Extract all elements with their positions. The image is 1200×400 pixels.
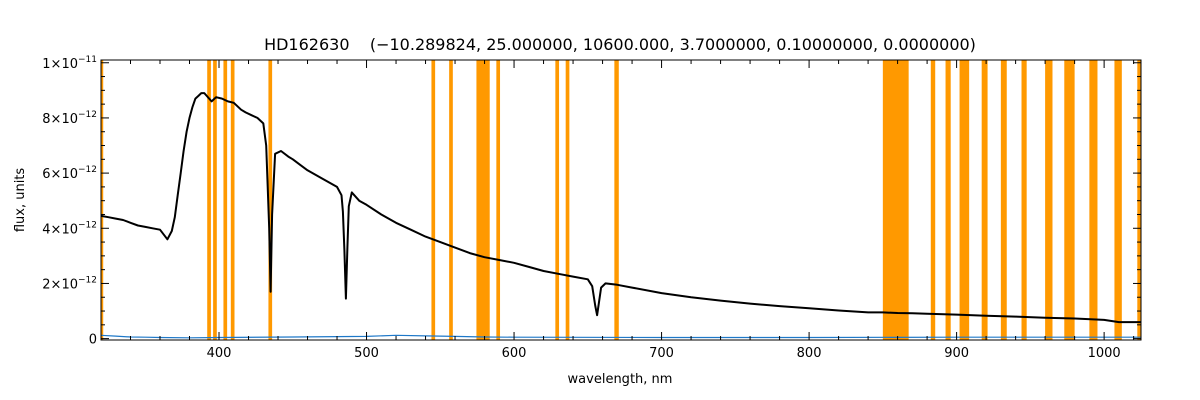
- x-tick-label: 1000: [1088, 346, 1121, 361]
- y-tick-label: 0: [89, 333, 97, 348]
- masked-region-5: [268, 60, 273, 340]
- masked-region-24: [1137, 60, 1141, 340]
- masked-region-19: [1021, 60, 1027, 340]
- masked-region-21: [1064, 60, 1075, 340]
- masked-region-13: [882, 60, 909, 340]
- masked-region-9: [496, 60, 501, 340]
- masked-region-2: [213, 60, 217, 340]
- y-tick-label: 4×10−12: [42, 220, 97, 237]
- masked-region-7: [449, 60, 453, 340]
- y-tick-label: 2×10−12: [42, 275, 97, 292]
- y-tick-label: 1×10−11: [42, 55, 97, 72]
- masked-region-8: [476, 60, 490, 340]
- chart-title: HD162630 (−10.289824, 25.000000, 10600.0…: [264, 35, 976, 54]
- masked-region-1: [207, 60, 211, 340]
- masked-region-22: [1089, 60, 1098, 340]
- masked-region-11: [565, 60, 570, 340]
- masked-region-17: [981, 60, 988, 340]
- masked-region-12: [614, 60, 619, 340]
- x-tick-label: 400: [207, 346, 232, 361]
- masked-region-14: [930, 60, 936, 340]
- masked-region-15: [945, 60, 951, 340]
- masked-region-10: [555, 60, 560, 340]
- masked-region-6: [431, 60, 436, 340]
- masked-region-20: [1045, 60, 1053, 340]
- masked-region-0: [101, 60, 104, 340]
- x-tick-label: 700: [649, 346, 674, 361]
- masked-region-4: [230, 60, 235, 340]
- x-tick-label: 600: [502, 346, 527, 361]
- masked-region-23: [1114, 60, 1122, 340]
- y-axis: 0 2×10−12 4×10−12 6×10−12 8×10−12 1×10−11: [42, 55, 1141, 348]
- y-tick-label: 6×10−12: [42, 165, 97, 182]
- x-axis-label: wavelength, nm: [568, 372, 673, 387]
- plot-frame: [100, 59, 1142, 341]
- x-tick-label: 500: [354, 346, 379, 361]
- masked-region-18: [1000, 60, 1007, 340]
- flux-series-line: [100, 92, 1141, 324]
- x-tick-label: 800: [797, 346, 822, 361]
- x-tick-label: 900: [944, 346, 969, 361]
- y-tick-label: 8×10−12: [42, 110, 97, 127]
- x-axis: 400 500 600 700 800 900 1000: [100, 60, 1135, 361]
- masked-regions: [101, 60, 1141, 340]
- masked-region-3: [223, 60, 228, 340]
- y-axis-label: flux, units: [13, 168, 28, 233]
- masked-region-16: [959, 60, 970, 340]
